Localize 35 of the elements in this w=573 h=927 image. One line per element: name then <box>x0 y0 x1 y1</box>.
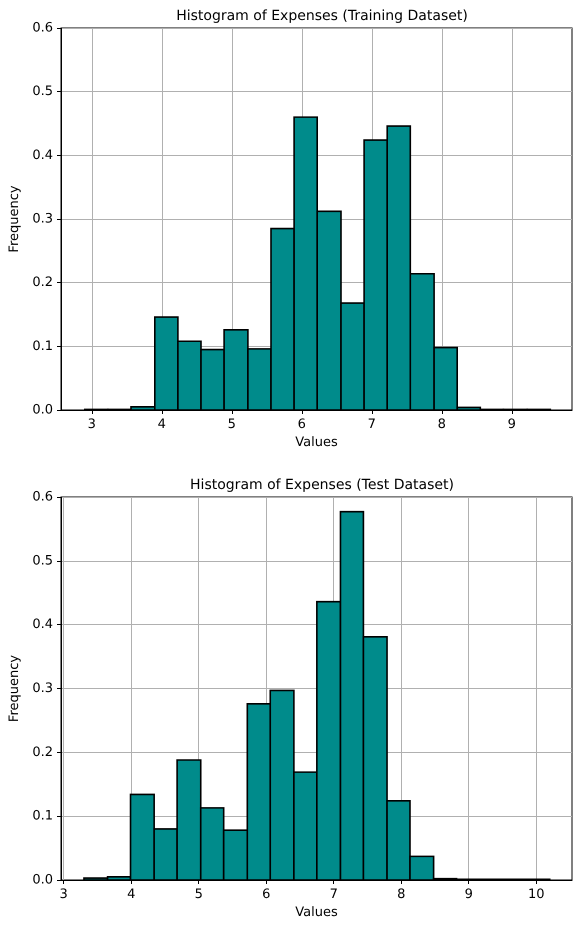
x-tick-label: 9 <box>464 887 473 902</box>
y-tick-label: 0.5 <box>32 553 53 568</box>
x-axis-title: Values <box>295 435 338 450</box>
x-tick-label: 7 <box>330 887 338 902</box>
x-tick-label: 10 <box>528 887 544 902</box>
y-axis-title: Frequency <box>7 185 22 253</box>
y-tick-label: 0.3 <box>32 681 53 696</box>
y-tick-label: 0.5 <box>32 84 53 100</box>
y-tick-label: 0.6 <box>32 490 53 504</box>
x-tick-label: 3 <box>60 887 68 902</box>
x-tick-label: 9 <box>508 417 516 432</box>
x-tick-label: 5 <box>194 887 203 902</box>
y-tick-label: 0.1 <box>32 338 53 354</box>
y-tick-label: 0.3 <box>32 212 53 226</box>
x-tick-label: 3 <box>88 417 96 432</box>
y-tick-label: 0.4 <box>32 617 53 632</box>
chart-title: Histogram of Expenses (Training Dataset) <box>176 8 468 24</box>
y-tick-label: 0.0 <box>32 402 53 418</box>
x-tick-label: 8 <box>397 887 406 902</box>
x-tick-label: 8 <box>438 417 446 432</box>
x-tick-label: 5 <box>228 417 236 432</box>
x-tick-label: 4 <box>158 417 166 432</box>
x-tick-label: 6 <box>262 887 270 902</box>
y-tick-label: 0.4 <box>32 148 53 163</box>
y-tick-label: 0.0 <box>32 872 53 888</box>
x-axis-title: Values <box>295 905 338 920</box>
x-tick-label: 6 <box>298 417 306 432</box>
y-tick-label: 0.6 <box>32 20 53 36</box>
y-axis-title: Frequency <box>7 654 22 722</box>
y-tick-label: 0.1 <box>32 808 53 824</box>
x-tick-label: 4 <box>127 887 136 902</box>
y-tick-label: 0.2 <box>32 744 53 760</box>
chart-title: Histogram of Expenses (Test Dataset) <box>190 477 454 493</box>
y-tick-label: 0.2 <box>32 275 53 290</box>
x-tick-label: 7 <box>368 417 376 432</box>
